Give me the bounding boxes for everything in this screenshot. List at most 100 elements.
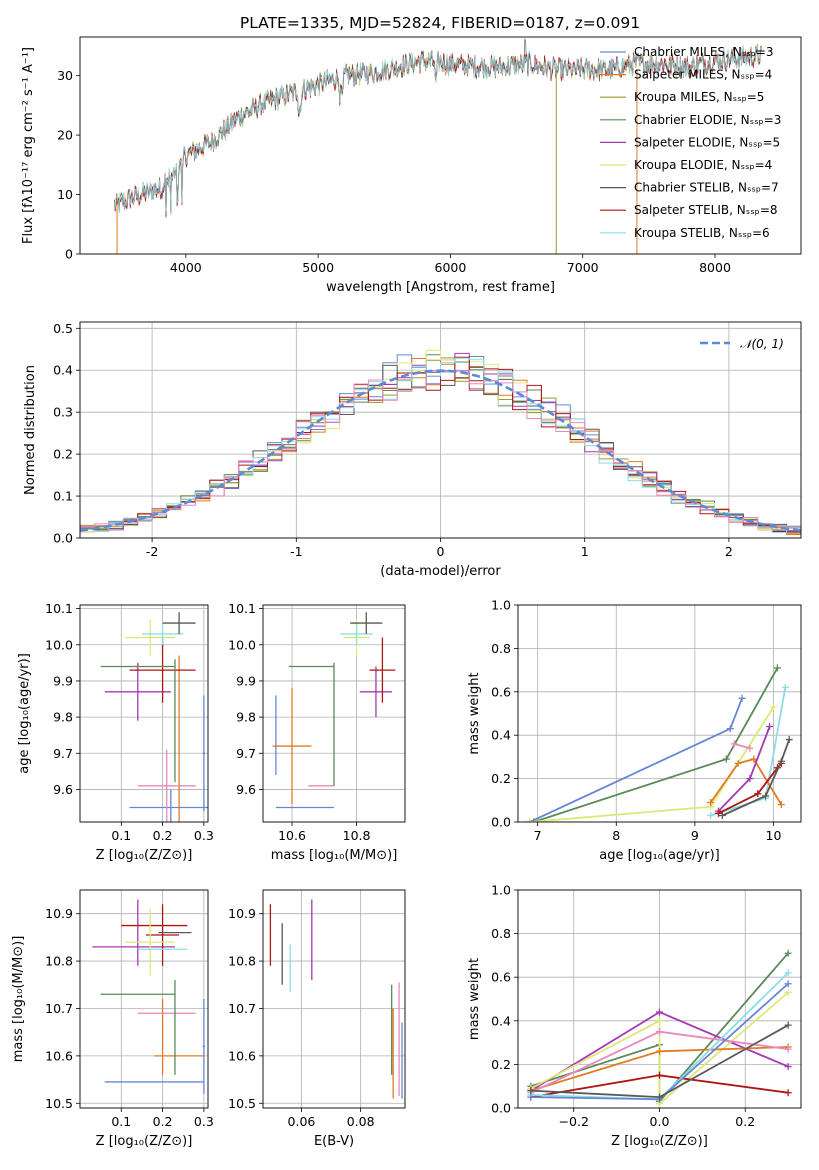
y-tick-label: 0 bbox=[65, 247, 73, 262]
panel-mass-vs-Z: 0.1 0.2 0.3 10.5 10.6 10.7 10.8 10.9 Z [log₁₀(Z/… bbox=[11, 889, 214, 1149]
x-tick-label: 6000 bbox=[435, 260, 467, 275]
y-tick-label: 10.8 bbox=[45, 954, 73, 969]
marker-plus bbox=[656, 1017, 663, 1025]
marker-plus bbox=[746, 744, 754, 752]
y-tick-label: 10.9 bbox=[228, 906, 256, 921]
y-tick-label: 10.1 bbox=[228, 601, 256, 616]
x-tick-label: 0.1 bbox=[111, 1114, 131, 1129]
axes-frame bbox=[79, 889, 209, 1109]
legend-entry: Kroupa ELODIE, Nₛₛₚ=4 bbox=[634, 158, 772, 172]
marker-plus bbox=[527, 1093, 535, 1101]
y-tick-label: 0.0 bbox=[491, 815, 511, 830]
x-tick-label: 0 bbox=[437, 544, 445, 559]
y-tick-label: 0.8 bbox=[491, 926, 511, 941]
legend-entry: Kroupa STELIB, Nₛₛₚ=6 bbox=[634, 226, 770, 240]
y-tick-label: 10.6 bbox=[45, 1048, 73, 1063]
marker-plus bbox=[784, 949, 792, 957]
y-tick-label: 0.6 bbox=[491, 970, 511, 985]
x-tick-label: 1 bbox=[581, 544, 589, 559]
x-tick-label: 0.1 bbox=[111, 828, 131, 843]
marker-plus bbox=[746, 775, 754, 783]
marker-plus bbox=[769, 703, 777, 711]
y-tick-label: 10.7 bbox=[228, 1001, 256, 1016]
marker-plus bbox=[777, 801, 785, 809]
marker-plus bbox=[781, 683, 789, 691]
marker-plus bbox=[784, 1089, 792, 1097]
y-tick-label: 0.2 bbox=[491, 771, 511, 786]
x-tick-label: 9 bbox=[691, 828, 699, 843]
x-tick-label: −0.2 bbox=[559, 1114, 589, 1129]
axes-frame bbox=[517, 604, 802, 823]
y-tick-label: 10.6 bbox=[228, 1048, 256, 1063]
y-tick-label: 10.9 bbox=[45, 906, 73, 921]
y-tick-label: 10.1 bbox=[45, 601, 73, 616]
y-tick-label: 0.6 bbox=[491, 684, 511, 699]
x-tick-label: 8 bbox=[612, 828, 620, 843]
y-tick-label: 0.4 bbox=[53, 363, 73, 378]
x-axis-label: age [log₁₀(age/yr)] bbox=[599, 848, 720, 863]
y-axis-label: Flux [fλ10⁻¹⁷ erg cm⁻² s⁻¹ A⁻¹] bbox=[21, 47, 36, 244]
y-tick-label: 9.9 bbox=[236, 673, 256, 688]
marker-plus bbox=[527, 1087, 535, 1095]
mass-weight-line bbox=[733, 743, 751, 750]
x-tick-label: 0.06 bbox=[288, 1114, 316, 1129]
x-tick-label: 10 bbox=[766, 828, 782, 843]
legend-entry: Salpeter MILES, Nₛₛₚ=4 bbox=[634, 68, 772, 82]
y-tick-label: 10.0 bbox=[45, 637, 73, 652]
legend-entry: Salpeter ELODIE, Nₛₛₚ=5 bbox=[634, 135, 780, 149]
marker-plus bbox=[762, 792, 770, 800]
y-tick-label: 9.8 bbox=[236, 710, 256, 725]
y-tick-label: 10.7 bbox=[45, 1001, 73, 1016]
y-tick-label: 9.8 bbox=[53, 710, 73, 725]
y-axis-label: mass weight bbox=[467, 958, 482, 1040]
x-tick-label: 0.2 bbox=[735, 1114, 755, 1129]
legend-entry: 𝒩(0, 1) bbox=[740, 337, 784, 351]
axes-frame bbox=[517, 889, 802, 1109]
y-tick-label: 9.7 bbox=[53, 746, 73, 761]
mass-weight-line bbox=[530, 991, 789, 1106]
plot-area bbox=[80, 322, 801, 538]
marker-plus bbox=[766, 723, 774, 731]
legend-entry: Chabrier ELODIE, Nₛₛₚ=3 bbox=[634, 113, 781, 127]
marker-plus bbox=[784, 980, 792, 988]
y-tick-label: 30 bbox=[57, 68, 73, 83]
marker-plus bbox=[718, 811, 726, 819]
x-axis-label: E(B-V) bbox=[314, 1134, 354, 1149]
panel-mass-vs-EBV: 0.06 0.08 10.5 10.6 10.7 10.8 10.9 E(B-V) bbox=[228, 889, 406, 1149]
x-axis-label: (data-model)/error bbox=[380, 564, 501, 579]
x-axis-label: mass [log₁₀(M/M⊙)] bbox=[271, 848, 398, 863]
marker-plus bbox=[734, 759, 742, 767]
marker-plus bbox=[530, 818, 538, 822]
x-tick-label: 10.8 bbox=[343, 828, 371, 843]
legend-entry: Kroupa MILES, Nₛₛₚ=5 bbox=[634, 90, 764, 104]
marker-plus bbox=[722, 755, 730, 763]
x-axis-label: Z [log₁₀(Z/Z⊙)] bbox=[96, 1134, 193, 1149]
x-tick-label: 8000 bbox=[699, 260, 731, 275]
plot-area bbox=[114, 38, 762, 254]
x-tick-label: 7 bbox=[534, 828, 542, 843]
y-tick-label: 9.6 bbox=[53, 782, 73, 797]
figure-title: PLATE=1335, MJD=52824, FIBERID=0187, z=0… bbox=[240, 14, 640, 32]
marker-plus bbox=[707, 798, 715, 806]
marker-plus bbox=[784, 1045, 792, 1053]
y-tick-label: 0.0 bbox=[53, 531, 73, 546]
marker-plus bbox=[738, 694, 746, 702]
axes-frame bbox=[79, 321, 802, 539]
y-axis-label: mass weight bbox=[467, 672, 482, 754]
x-tick-label: 7000 bbox=[567, 260, 599, 275]
y-tick-label: 0.4 bbox=[491, 1013, 511, 1028]
marker-plus bbox=[714, 809, 722, 817]
marker-plus bbox=[754, 790, 762, 798]
x-axis-label: Z [log₁₀(Z/Z⊙)] bbox=[96, 848, 193, 863]
y-tick-label: 0.1 bbox=[53, 489, 73, 504]
panel-age-vs-Z: 0.1 0.2 0.3 9.6 9.7 9.8 9.9 10.0 10.1 Z [log₁₀(Z/… bbox=[17, 601, 214, 863]
panel-mass-weight-vs-age: 7 8 9 10 0.0 0.2 0.4 0.6 0.8 1.0 age [log₁₀(age/yr… bbox=[467, 598, 802, 863]
marker-plus bbox=[750, 755, 758, 763]
y-tick-label: 0.2 bbox=[491, 1057, 511, 1072]
y-tick-label: 10.0 bbox=[228, 637, 256, 652]
plot-area bbox=[518, 890, 801, 1108]
y-tick-label: 1.0 bbox=[491, 883, 511, 898]
marker-plus bbox=[526, 818, 534, 822]
marker-plus bbox=[785, 736, 793, 744]
